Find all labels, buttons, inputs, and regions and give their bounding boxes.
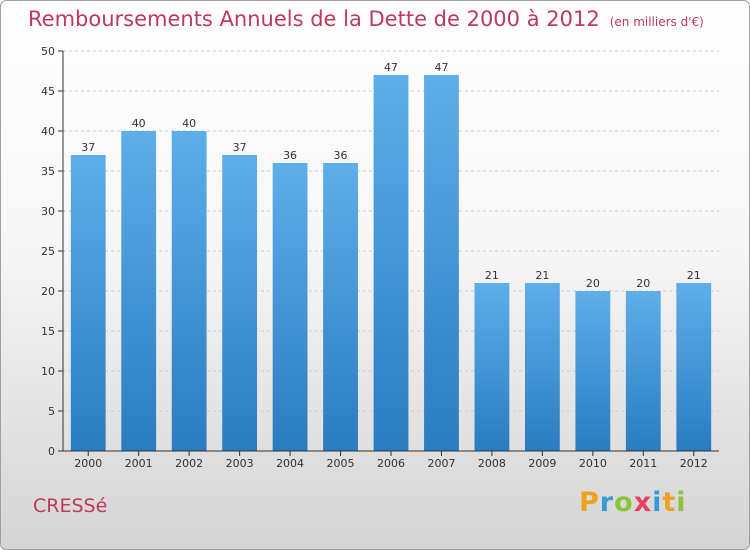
- logo-letter: r: [599, 487, 615, 518]
- bar-value-label: 37: [233, 141, 247, 154]
- x-tick-label: 2011: [629, 457, 657, 470]
- y-tick-label: 15: [41, 325, 55, 338]
- y-tick-label: 30: [41, 205, 55, 218]
- x-tick-label: 2010: [579, 457, 607, 470]
- bar: [474, 283, 510, 451]
- bar-value-label: 47: [384, 61, 398, 74]
- bar-value-label: 36: [334, 149, 348, 162]
- labels: 0 5 10 15 20 25 30 35 40 45 50 37 2000 40 2001 40 2002 37…: [41, 45, 708, 470]
- logo-letter: o: [614, 487, 634, 518]
- x-tick-label: 2007: [427, 457, 455, 470]
- logo-letter: i: [676, 487, 687, 518]
- logo-letter: x: [633, 487, 653, 518]
- bar: [676, 283, 712, 451]
- y-tick-label: 25: [41, 245, 55, 258]
- logo-letter: i: [652, 487, 663, 518]
- bar: [222, 155, 258, 451]
- bar: [625, 291, 661, 451]
- bar-value-label: 20: [586, 277, 600, 290]
- bar-value-label: 21: [535, 269, 549, 282]
- bar-value-label: 20: [636, 277, 650, 290]
- bar-value-label: 40: [182, 117, 196, 130]
- x-tick-label: 2012: [680, 457, 708, 470]
- bar-value-label: 40: [132, 117, 146, 130]
- x-tick-label: 2004: [276, 457, 304, 470]
- y-tick-label: 50: [41, 45, 55, 58]
- bar: [171, 131, 207, 451]
- bar: [323, 163, 358, 451]
- y-tick-label: 20: [41, 285, 55, 298]
- bars: [70, 75, 712, 451]
- y-tick-label: 45: [41, 85, 55, 98]
- x-tick-label: 2003: [226, 457, 254, 470]
- bar-value-label: 36: [283, 149, 297, 162]
- bar-value-label: 21: [687, 269, 701, 282]
- y-tick-label: 35: [41, 165, 55, 178]
- y-tick-label: 0: [48, 445, 55, 458]
- x-tick-label: 2008: [478, 457, 506, 470]
- x-tick-label: 2009: [528, 457, 556, 470]
- bar: [272, 163, 308, 451]
- y-tick-label: 5: [48, 405, 55, 418]
- bar-value-label: 21: [485, 269, 499, 282]
- bar: [424, 75, 459, 451]
- logo-letter: P: [579, 487, 600, 518]
- proxiti-logo: Proxiti: [579, 487, 687, 518]
- y-tick-label: 10: [41, 365, 55, 378]
- chart-title-unit: (en milliers d'€): [609, 15, 704, 29]
- chart-title-text: Remboursements Annuels de la Dette de 20…: [28, 7, 600, 31]
- axes: [58, 50, 719, 456]
- x-tick-label: 2002: [175, 457, 203, 470]
- bar: [575, 291, 611, 451]
- commune-name: CRESSé: [33, 495, 108, 517]
- bar: [373, 75, 409, 451]
- x-tick-label: 2005: [327, 457, 355, 470]
- x-tick-label: 2000: [74, 457, 102, 470]
- bar-value-label: 47: [434, 61, 448, 74]
- bar-value-label: 37: [81, 141, 95, 154]
- bar: [524, 283, 560, 451]
- logo-letter: t: [662, 487, 677, 518]
- y-tick-label: 40: [41, 125, 55, 138]
- bar: [121, 131, 157, 451]
- x-tick-label: 2006: [377, 457, 405, 470]
- x-tick-label: 2001: [125, 457, 153, 470]
- chart-title: Remboursements Annuels de la Dette de 20…: [28, 7, 704, 31]
- bar: [70, 155, 106, 451]
